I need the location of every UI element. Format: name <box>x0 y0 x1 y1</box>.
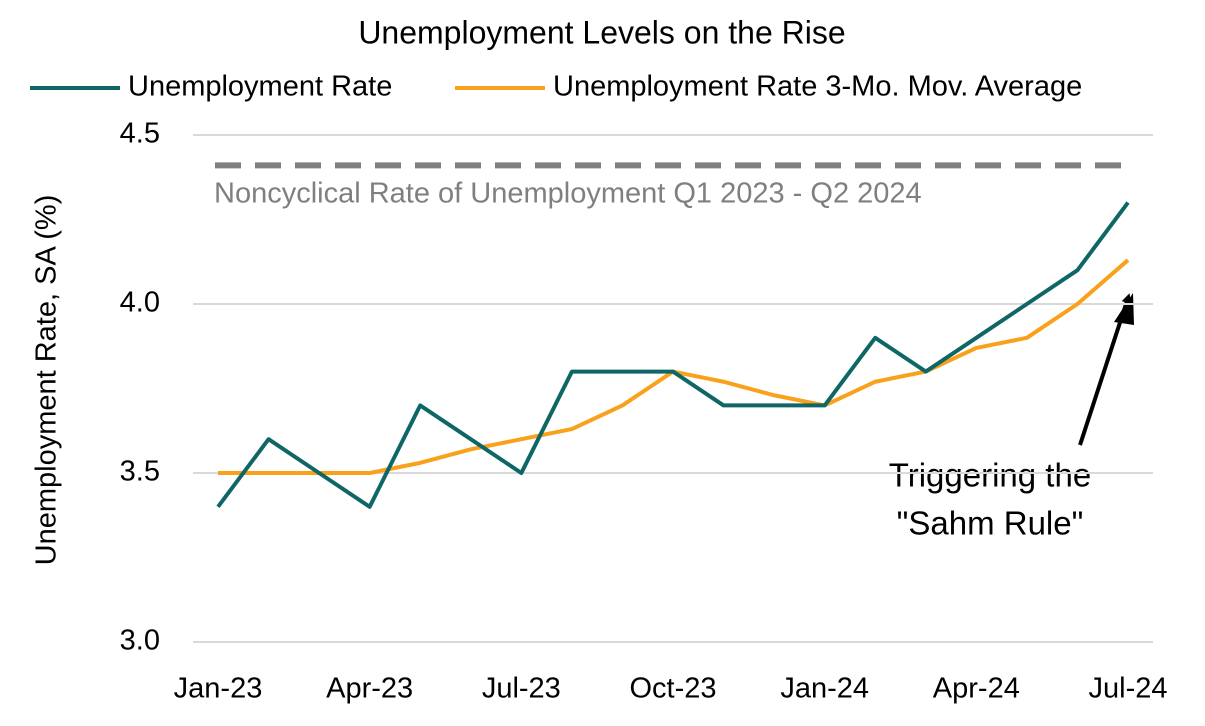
y-tick-label: 3.0 <box>120 625 160 657</box>
y-tick-label: 4.5 <box>120 118 160 150</box>
x-tick-label: Jul-24 <box>1089 673 1168 705</box>
series-line <box>218 258 1130 475</box>
annotation: Triggering the <box>889 457 1091 494</box>
arrow-head <box>1114 293 1134 325</box>
x-tick-label: Apr-23 <box>326 673 413 705</box>
chart-title: Unemployment Levels on the Rise <box>358 14 845 50</box>
x-tick-label: Oct-23 <box>629 673 716 705</box>
legend-label: Unemployment Rate 3-Mo. Mov. Average <box>553 71 1082 103</box>
y-axis-label: Unemployment Rate, SA (%) <box>31 195 63 566</box>
reference-label: Noncyclical Rate of Unemployment Q1 2023… <box>214 178 922 210</box>
series-line <box>216 201 1130 509</box>
annotation: "Sahm Rule" <box>897 505 1084 542</box>
x-tick-label: Jan-23 <box>174 673 263 705</box>
x-tick-label: Jan-24 <box>780 673 869 705</box>
legend-label: Unemployment Rate <box>128 71 392 103</box>
x-tick-label: Jul-23 <box>482 673 561 705</box>
y-tick-label: 3.5 <box>120 456 160 488</box>
y-tick-label: 4.0 <box>120 287 160 319</box>
x-tick-label: Apr-24 <box>933 673 1020 705</box>
